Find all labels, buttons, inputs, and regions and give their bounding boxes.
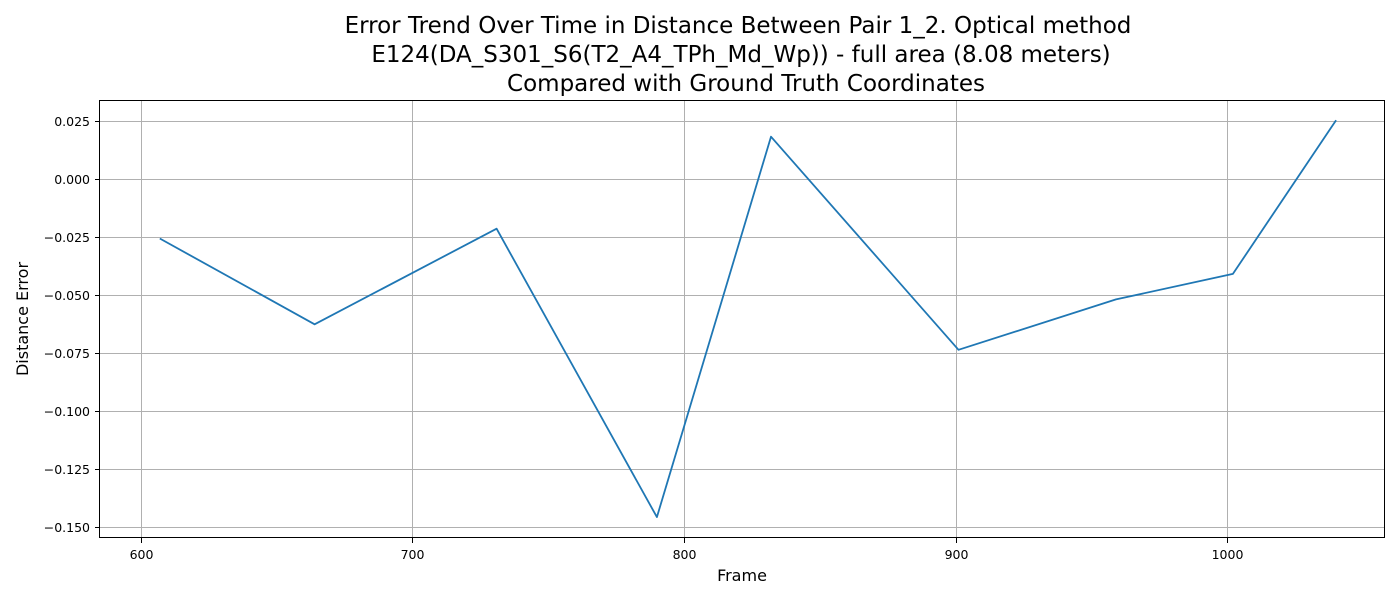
y-tick-label: −0.100 [44,404,90,419]
chart-title-line-2: E124(DA_S301_S6(T2_A4_TPh_Md_Wp)) - full… [371,42,1110,68]
x-tick-label: 900 [945,547,969,562]
x-tick-label: 1000 [1212,547,1244,562]
y-tick-label: −0.025 [44,230,90,245]
series-line [159,119,1337,518]
y-axis-label: Distance Error [13,262,32,376]
y-tick-label: −0.075 [44,346,90,361]
y-tick-label: −0.125 [44,462,90,477]
y-tick-label: −0.150 [44,520,90,535]
grid-lines [100,101,1385,538]
chart-title-line-3: Compared with Ground Truth Coordinates [507,71,985,97]
x-axis-ticks: 600 700 800 900 1000 [130,538,1244,562]
chart-title-line-1: Error Trend Over Time in Distance Betwee… [345,13,1132,39]
chart-title: Error Trend Over Time in Distance Betwee… [345,13,1132,97]
x-tick-label: 800 [673,547,697,562]
y-tick-label: 0.000 [54,172,90,187]
plot-frame [99,100,1385,538]
y-axis-ticks: 0.025 0.000 −0.025 −0.050 −0.075 −0.100 −0.125… [44,114,100,535]
x-axis-label: Frame [717,566,767,585]
y-tick-label: −0.050 [44,288,90,303]
data-series [159,119,1337,518]
x-tick-label: 700 [401,547,425,562]
y-tick-label: 0.025 [54,114,90,129]
x-tick-label: 600 [130,547,154,562]
